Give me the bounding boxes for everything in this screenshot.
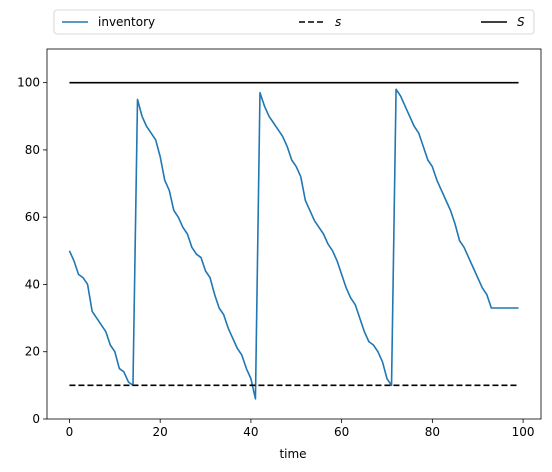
series-line-inventory bbox=[68, 88, 519, 400]
legend-label: S bbox=[517, 15, 525, 29]
y-tick-label: 60 bbox=[25, 210, 40, 224]
x-tick-label: 80 bbox=[425, 425, 440, 439]
x-tick-label: 0 bbox=[66, 425, 74, 439]
y-tick-label: 20 bbox=[25, 345, 40, 359]
plot-frame bbox=[46, 48, 542, 420]
x-tick-label: 60 bbox=[334, 425, 349, 439]
x-tick-label: 100 bbox=[512, 425, 535, 439]
y-tick-label: 80 bbox=[25, 143, 40, 157]
legend-label: s bbox=[335, 15, 341, 29]
y-tick-label: 0 bbox=[32, 412, 40, 426]
x-axis-label: time bbox=[279, 447, 306, 461]
x-tick-label: 40 bbox=[243, 425, 258, 439]
x-tick-label: 20 bbox=[153, 425, 168, 439]
legend-label: inventory bbox=[98, 15, 155, 29]
y-tick-label: 40 bbox=[25, 277, 40, 291]
plot-area: 0 20 40 60 80 100 0 20 40 60 80 100 bbox=[17, 48, 542, 439]
legend-box bbox=[53, 9, 535, 35]
legend: inventory s S bbox=[53, 9, 535, 35]
y-tick-label: 100 bbox=[17, 76, 40, 90]
